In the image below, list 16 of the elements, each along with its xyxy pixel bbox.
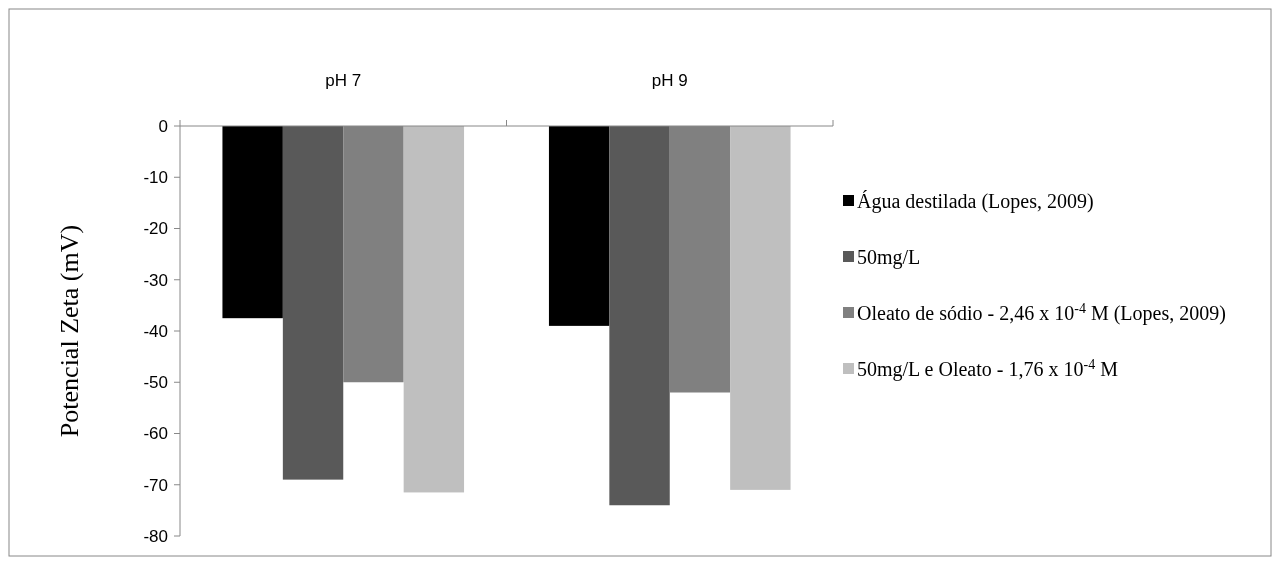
y-tick-label: -30	[143, 270, 168, 290]
y-tick-label: -40	[143, 321, 168, 341]
legend-label: 50mg/L	[857, 246, 921, 269]
y-tick-label: -50	[143, 373, 168, 393]
text: Oleato de sódio - 2,46 x 10$^{-4}$ M (Lopes, 2009)	[857, 300, 1226, 324]
y-tick-label: -20	[143, 219, 168, 239]
y-tick-label: 0	[158, 116, 168, 136]
legend-label: Água destilada (Lopes, 2009)	[857, 190, 1094, 213]
y-tick-label: -70	[143, 475, 168, 495]
x-tick-label: pH 7	[325, 71, 362, 90]
y-tick-label: -80	[143, 526, 168, 546]
x-tick-label: pH 9	[651, 71, 688, 90]
y-axis-title: Potencial Zeta (mV)	[55, 224, 84, 438]
y-tick-label: -60	[143, 424, 168, 444]
y-tick-label: -10	[143, 168, 168, 188]
text: 50mg/L e Oleato - 1,76 x 10$^{-4}$ M	[857, 356, 1118, 380]
